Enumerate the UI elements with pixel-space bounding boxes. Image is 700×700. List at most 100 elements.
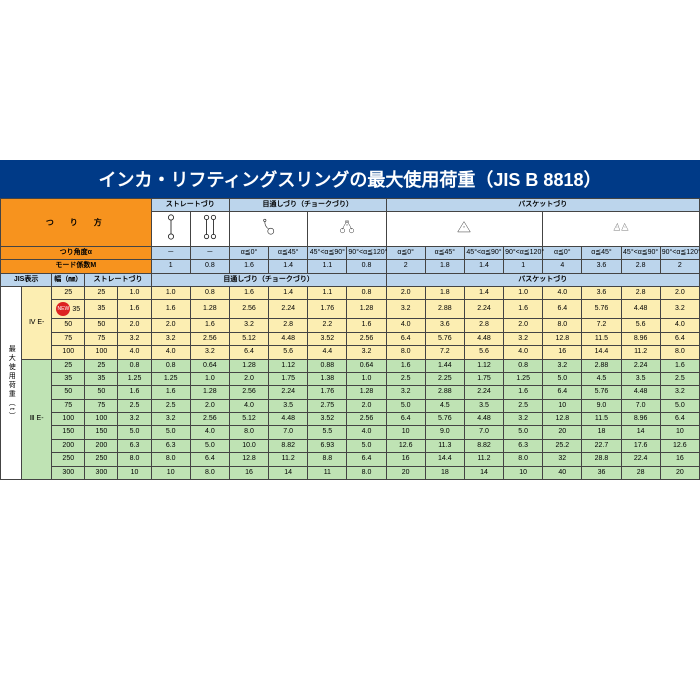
- row-val: 10: [543, 399, 582, 412]
- row-jis: 50: [52, 319, 85, 332]
- row-straight: 6.3: [118, 439, 151, 452]
- row-val: 2.0: [190, 399, 229, 412]
- row-val: 8.82: [464, 439, 503, 452]
- row-val: 1.6: [660, 359, 699, 372]
- row-val: 20: [386, 466, 425, 479]
- straight-single-icon: [151, 212, 190, 246]
- row-jis: 200: [52, 439, 85, 452]
- row-val: 4.48: [269, 332, 308, 345]
- row-val: 4.5: [425, 399, 464, 412]
- row-width: 250: [85, 453, 118, 466]
- row-val: 3.2: [229, 319, 268, 332]
- row-val: 1.6: [386, 359, 425, 372]
- row-width: 25: [85, 286, 118, 299]
- row-val: 2.2: [308, 319, 347, 332]
- angle-val: α≦45°: [425, 246, 464, 259]
- row-val: 16: [660, 453, 699, 466]
- row-val: 6.4: [386, 413, 425, 426]
- row-val: 0.8: [151, 359, 190, 372]
- row-val: 0.64: [190, 359, 229, 372]
- svg-text:α: α: [616, 227, 617, 229]
- row-val: 3.6: [582, 286, 621, 299]
- mode-val: 2: [660, 260, 699, 273]
- row-val: 0.8: [190, 286, 229, 299]
- row-val: 6.4: [543, 386, 582, 399]
- row-val: 2.56: [347, 332, 386, 345]
- mode-val: 1.8: [425, 260, 464, 273]
- header-choke: 目通しづり（チョークづり）: [229, 199, 386, 212]
- row-straight: 8.0: [118, 453, 151, 466]
- row-val: 1.0: [504, 286, 543, 299]
- row-width: 75: [85, 332, 118, 345]
- row-val: 5.76: [425, 413, 464, 426]
- svg-text:α: α: [346, 225, 348, 227]
- row-val: 2.5: [151, 399, 190, 412]
- row-val: 1.0: [151, 286, 190, 299]
- row-val: 1.1: [308, 286, 347, 299]
- row-jis: 35: [52, 372, 85, 385]
- row-val: 2.24: [269, 300, 308, 319]
- row-val: 8.0: [386, 346, 425, 359]
- row-val: 1.28: [347, 300, 386, 319]
- angle-val: α≦0°: [386, 246, 425, 259]
- row-val: 10: [386, 426, 425, 439]
- row-val: 1.0: [347, 372, 386, 385]
- row-val: 2.75: [308, 399, 347, 412]
- method-label: つ り 方: [1, 199, 152, 247]
- row-width: 50: [85, 386, 118, 399]
- row-val: 10: [660, 426, 699, 439]
- row-straight: 2.5: [118, 399, 151, 412]
- row-straight: 2.0: [118, 319, 151, 332]
- svg-text:α: α: [625, 227, 626, 229]
- row-val: 14: [269, 466, 308, 479]
- angle-val: 45°<α≦90°: [621, 246, 660, 259]
- row-val: 6.4: [229, 346, 268, 359]
- row-val: 14: [621, 426, 660, 439]
- basket-double-icon: αα: [543, 212, 700, 246]
- angle-val: α≦0°: [543, 246, 582, 259]
- row-val: 6.4: [660, 332, 699, 345]
- row-val: 2.0: [504, 319, 543, 332]
- row-val: 22.4: [621, 453, 660, 466]
- row-val: 12.8: [229, 453, 268, 466]
- row-val: 8.0: [151, 453, 190, 466]
- row-val: 3.5: [621, 372, 660, 385]
- row-val: 5.76: [425, 332, 464, 345]
- row-width: 35: [85, 300, 118, 319]
- row-val: 9.0: [582, 399, 621, 412]
- row-val: 0.88: [308, 359, 347, 372]
- row-val: 10.0: [229, 439, 268, 452]
- row-val: 3.5: [464, 399, 503, 412]
- row-val: 1.25: [504, 372, 543, 385]
- row-jis: 300: [52, 466, 85, 479]
- row-val: 8.0: [543, 319, 582, 332]
- subhead-choke: 目通しづり（チョークづり）: [151, 273, 386, 286]
- row-val: 1.76: [308, 300, 347, 319]
- angle-val: －: [190, 246, 229, 259]
- row-val: 7.0: [621, 399, 660, 412]
- angle-val: 45°<α≦90°: [464, 246, 503, 259]
- row-val: 1.25: [151, 372, 190, 385]
- mode-label: モード係数M: [1, 260, 152, 273]
- row-val: 2.25: [425, 372, 464, 385]
- row-val: 4.48: [464, 332, 503, 345]
- row-val: 1.75: [269, 372, 308, 385]
- row-val: 2.88: [425, 300, 464, 319]
- jis-label: JIS表示: [1, 273, 52, 286]
- row-val: 28: [621, 466, 660, 479]
- row-val: 14.4: [582, 346, 621, 359]
- row-val: 2.56: [229, 300, 268, 319]
- row-val: 6.3: [151, 439, 190, 452]
- angle-val: 90°<α≦120°: [347, 246, 386, 259]
- row-jis: 75: [52, 332, 85, 345]
- angle-val: 90°<α≦120°: [660, 246, 699, 259]
- row-val: 6.4: [386, 332, 425, 345]
- row-jis: 75: [52, 399, 85, 412]
- row-val: 5.0: [504, 426, 543, 439]
- row-val: 6.4: [543, 300, 582, 319]
- row-val: 12.6: [660, 439, 699, 452]
- row-val: 1.6: [504, 300, 543, 319]
- row-val: 5.5: [308, 426, 347, 439]
- row-val: 5.0: [190, 439, 229, 452]
- angle-val: 45°<α≦90°: [308, 246, 347, 259]
